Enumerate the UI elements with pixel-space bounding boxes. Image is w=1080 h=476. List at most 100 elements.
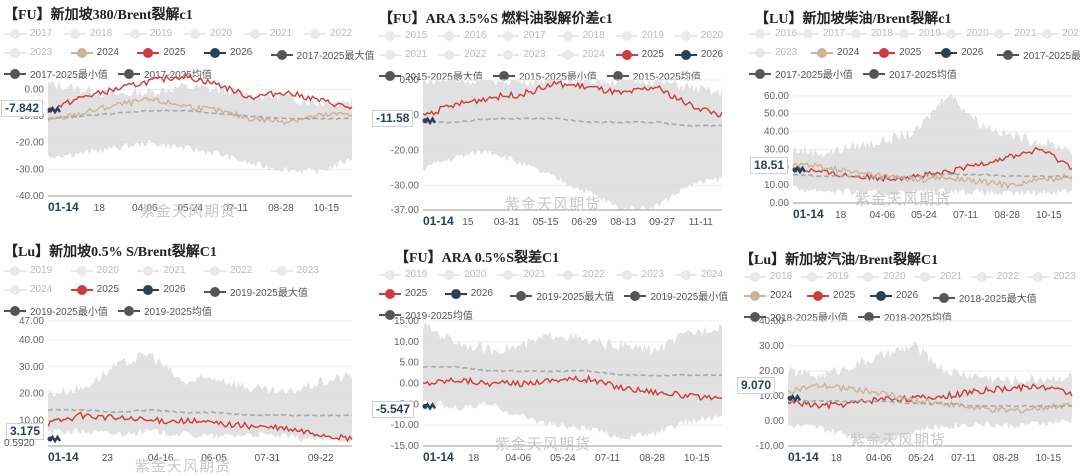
- legend-item[interactable]: 2021: [497, 269, 546, 280]
- legend-item[interactable]: 2023: [615, 269, 664, 280]
- legend-item[interactable]: 2020: [184, 28, 232, 39]
- legend-item[interactable]: 2016: [749, 28, 797, 39]
- legend-item[interactable]: 2024: [811, 47, 859, 58]
- legend-item[interactable]: 2020: [438, 269, 486, 280]
- legend-item[interactable]: 2021: [379, 49, 427, 60]
- legend-item[interactable]: 2025: [873, 47, 921, 58]
- legend-item[interactable]: 2017: [796, 28, 845, 39]
- legend-item[interactable]: 2023: [270, 265, 319, 276]
- legend-item[interactable]: 2024: [674, 269, 723, 280]
- chart-legend[interactable]: 2017 2018 2019 2020 2021 2022 2023 2024 2025 2026…: [0, 28, 374, 81]
- legend-item[interactable]: 2026: [444, 288, 493, 299]
- legend-item[interactable]: 2015-2025均值: [607, 68, 701, 83]
- legend-item[interactable]: 2018-2025最大值: [932, 290, 1037, 305]
- legend-item[interactable]: 2022: [438, 49, 486, 60]
- legend-item[interactable]: 2019: [800, 271, 849, 282]
- legend-item[interactable]: 2017: [4, 28, 52, 39]
- legend-item[interactable]: 2025: [137, 47, 186, 58]
- legend-item[interactable]: 2023: [4, 47, 52, 58]
- chart-legend[interactable]: 2016 2017 2018 2019 2020 2021 2022 2023 2024 2025…: [745, 28, 1080, 81]
- legend-item[interactable]: 2017-2025均值: [118, 66, 212, 81]
- legend-item[interactable]: 2019: [379, 269, 427, 280]
- legend-item[interactable]: 2017-2025最大值: [270, 47, 374, 62]
- legend-marker: [270, 49, 293, 60]
- legend-item[interactable]: 2019-2025最小值: [4, 303, 108, 318]
- chart-svg: 0.00-10.00-20.00-30.00-37.0001-141503-31…: [391, 75, 723, 228]
- legend-row: 2019 2020 2021 2022 2023: [0, 265, 360, 279]
- legend-item[interactable]: 2019: [124, 28, 172, 39]
- chart-legend[interactable]: 2018 2019 2020 2021 2022 2023 2024 2025 2026 2018…: [740, 271, 1080, 324]
- legend-item[interactable]: 2017-2025最小值: [749, 66, 853, 81]
- legend-label: 2021: [270, 28, 293, 39]
- legend-item[interactable]: 2020: [70, 265, 119, 276]
- legend-item[interactable]: 2023: [1027, 271, 1076, 282]
- legend-item[interactable]: 2021: [988, 28, 1037, 39]
- chart-legend[interactable]: 2015 2016 2017 2018 2019 2020 2021 2022 2023 2024…: [375, 30, 730, 83]
- chart-legend[interactable]: 2019 2020 2021 2022 2023 2024 2025 2026 2019-202…: [375, 269, 730, 322]
- legend-label: 2019-2025最大值: [536, 292, 615, 303]
- legend-item[interactable]: 2026: [935, 47, 983, 58]
- legend-item[interactable]: 2018: [844, 28, 893, 39]
- legend-label: 2021: [405, 49, 428, 60]
- min-max-band: [48, 80, 352, 176]
- legend-item[interactable]: 2026: [137, 284, 186, 295]
- legend-item[interactable]: 2016: [438, 30, 486, 41]
- legend-item[interactable]: 2019-2025最大值: [510, 288, 614, 303]
- x-tick-label: 07-11: [223, 203, 248, 214]
- legend-marker: [137, 265, 160, 276]
- legend-item[interactable]: 2022: [970, 271, 1019, 282]
- chart-legend[interactable]: 2019 2020 2021 2022 2023 2024 2025 2026 2019-202…: [0, 265, 360, 318]
- legend-item[interactable]: 2015: [379, 30, 427, 41]
- legend-marker: [873, 47, 896, 58]
- legend-item[interactable]: 2019: [4, 265, 52, 276]
- legend-item[interactable]: 2021: [914, 271, 962, 282]
- legend-item[interactable]: 2017-2025最大值: [997, 47, 1080, 62]
- legend-item[interactable]: 2025: [379, 288, 427, 299]
- legend-item[interactable]: 2018: [556, 30, 605, 41]
- legend-marker: [70, 284, 93, 295]
- legend-item[interactable]: 2019-2025均值: [118, 303, 212, 318]
- legend-item[interactable]: 2022: [204, 265, 252, 276]
- legend-item[interactable]: 2019: [892, 28, 941, 39]
- legend-item[interactable]: 2017: [497, 30, 546, 41]
- legend-item[interactable]: 2026: [674, 49, 723, 60]
- legend-item[interactable]: 2021: [244, 28, 292, 39]
- legend-item[interactable]: 2022: [304, 28, 352, 39]
- legend-item[interactable]: 2018: [744, 271, 792, 282]
- legend-item[interactable]: 2024: [4, 284, 52, 295]
- legend-item[interactable]: 2015-2025最大值: [379, 68, 483, 83]
- legend-label: 2015-2025均值: [633, 72, 701, 83]
- legend-item[interactable]: 2024: [70, 47, 119, 58]
- legend-item[interactable]: 2024: [744, 290, 792, 301]
- legend-item[interactable]: 2017-2025最小值: [4, 66, 108, 81]
- legend-item[interactable]: 2017-2025均值: [863, 66, 957, 81]
- legend-label: 2019: [405, 269, 428, 280]
- legend-item[interactable]: 2021: [137, 265, 186, 276]
- legend-item[interactable]: 2020: [674, 30, 723, 41]
- chart-title: 【FU】新加坡380/Brent裂解c1: [4, 8, 193, 23]
- legend-item[interactable]: 2023: [497, 49, 546, 60]
- legend-item[interactable]: 2024: [556, 49, 605, 60]
- legend-item[interactable]: 2025: [615, 49, 664, 60]
- legend-item[interactable]: 2020: [940, 28, 989, 39]
- legend-item[interactable]: 2022: [1036, 28, 1080, 39]
- legend-item[interactable]: 2025: [70, 284, 119, 295]
- legend-item[interactable]: 2020: [857, 271, 906, 282]
- legend-item[interactable]: 2019-2025最大值: [204, 284, 308, 299]
- legend-item[interactable]: 2022: [556, 269, 605, 280]
- legend-item[interactable]: 2018: [64, 28, 112, 39]
- legend-item[interactable]: 2015-2025最小值: [493, 68, 597, 83]
- legend-item[interactable]: 2026: [869, 290, 918, 301]
- legend-item[interactable]: 2019-2025最小值: [624, 288, 728, 303]
- legend-item[interactable]: 2023: [749, 47, 797, 58]
- legend-item[interactable]: 2025: [806, 290, 855, 301]
- legend-item[interactable]: 2018-2025均值: [858, 309, 952, 324]
- x-tick-label: 07-11: [951, 453, 976, 464]
- legend-item[interactable]: 2019-2025均值: [379, 307, 473, 322]
- legend-item[interactable]: 2019: [615, 30, 664, 41]
- legend-item[interactable]: 2018-2025最小值: [744, 309, 848, 324]
- series-line-avg: [422, 365, 723, 377]
- series-point-2026: [47, 107, 53, 113]
- legend-item[interactable]: 2026: [204, 47, 252, 58]
